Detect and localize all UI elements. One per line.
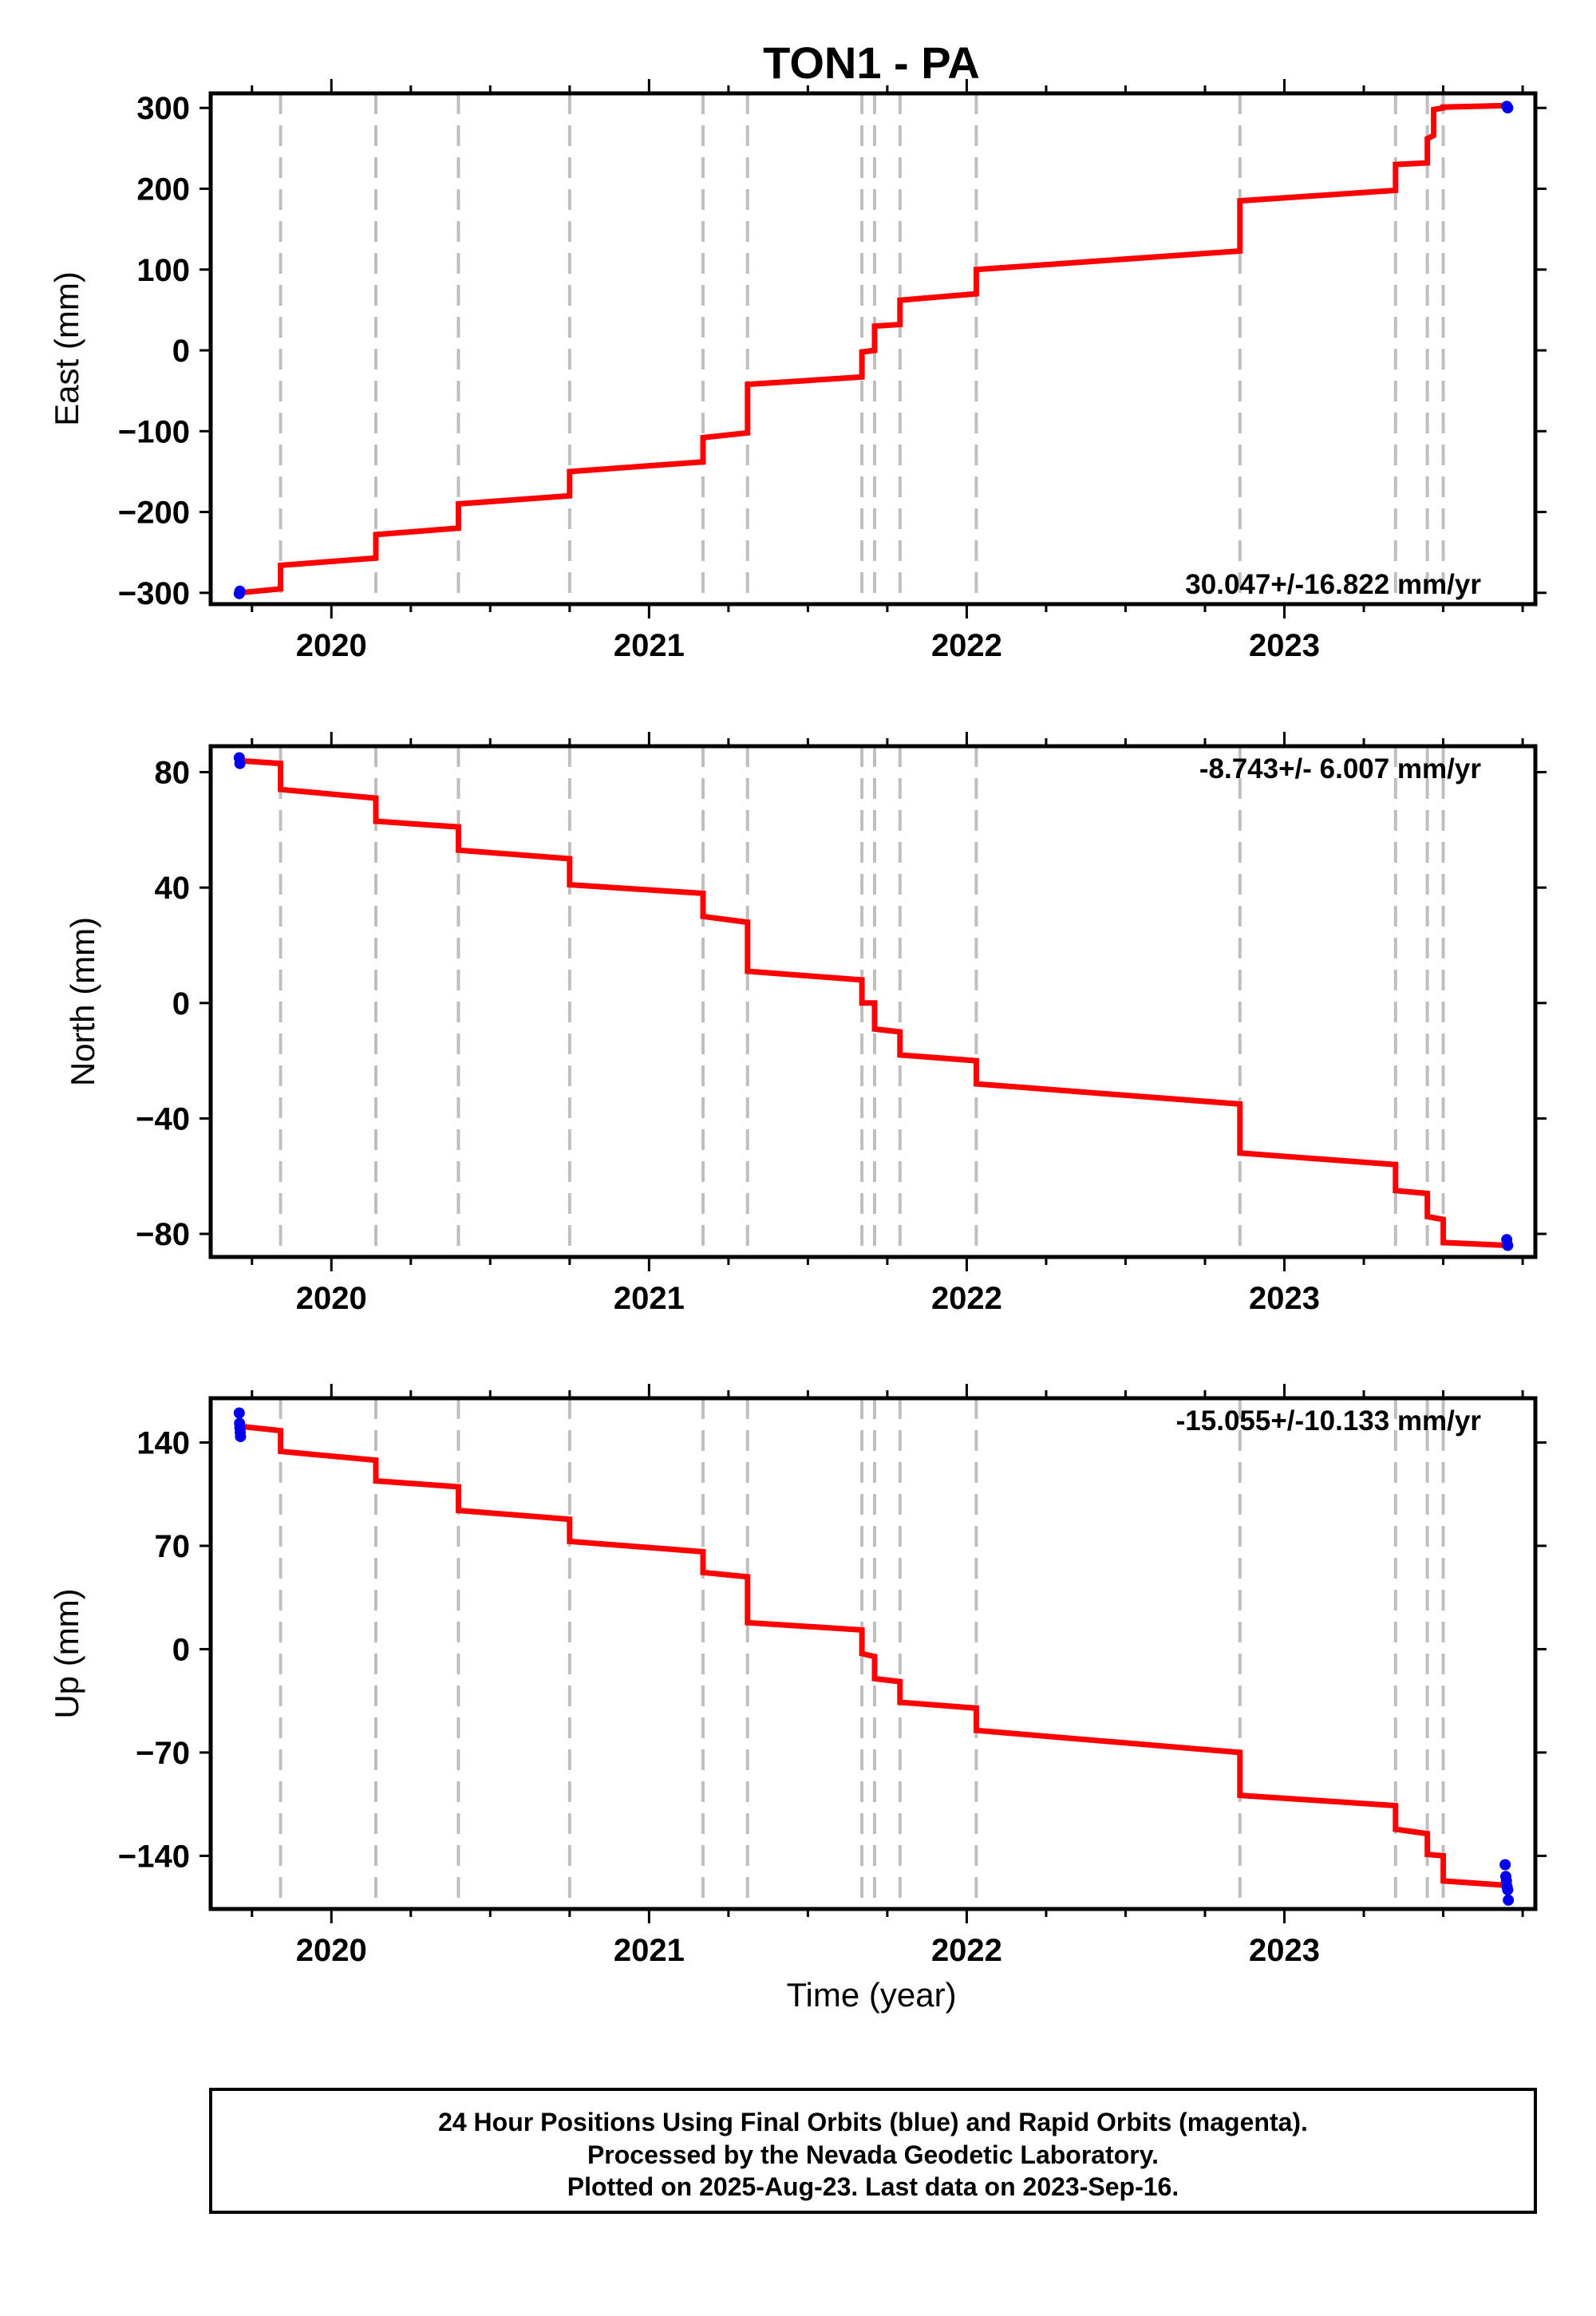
x-tick-label: 2020 [296, 1281, 367, 1316]
y-axis-label: Up (mm) [48, 1588, 85, 1718]
y-tick-label: −70 [136, 1736, 190, 1771]
x-tick-label: 2023 [1249, 1933, 1320, 1968]
data-point [1502, 102, 1514, 114]
y-tick-label: −300 [118, 576, 190, 611]
x-tick-label: 2020 [296, 1933, 367, 1968]
plot-frame [208, 91, 1538, 607]
x-tick-label: 2021 [614, 1933, 685, 1968]
y-axis-label: East (mm) [48, 271, 85, 426]
y-tick-label: 70 [155, 1529, 191, 1564]
x-tick-label: 2023 [1249, 1281, 1320, 1316]
x-tick-label: 2022 [931, 1933, 1002, 1968]
x-tick-label: 2022 [931, 1281, 1002, 1316]
data-point [1502, 1883, 1514, 1895]
rate-annotation: 30.047+/-16.822 mm/yr [1185, 569, 1481, 600]
model-line [239, 102, 1507, 596]
north-panel: 80 40 0 −40 −80 2020 2021 2022 2023 North (mm) -8.… [64, 732, 1547, 1316]
data-point [235, 1431, 247, 1443]
y-tick-label: −40 [136, 1101, 190, 1136]
rate-annotation: -8.743+/- 6.007 mm/yr [1199, 753, 1482, 785]
data-point [1499, 1859, 1511, 1871]
footer-line-1: 24 Hour Positions Using Final Orbits (bl… [438, 2108, 1308, 2136]
y-tick-label: −100 [118, 414, 190, 449]
y-tick-label: 200 [136, 172, 190, 207]
y-tick-label: −140 [118, 1839, 190, 1874]
data-point [1503, 1894, 1515, 1906]
plot-frame [208, 1396, 1538, 1911]
x-tick-label: 2021 [614, 628, 685, 663]
y-tick-label: −200 [118, 496, 190, 531]
rate-annotation: -15.055+/-10.133 mm/yr [1176, 1405, 1482, 1437]
footer-line-2: Processed by the Nevada Geodetic Laborat… [587, 2140, 1159, 2169]
x-tick-label: 2020 [296, 628, 367, 663]
x-tick-label: 2022 [931, 628, 1002, 663]
x-axis-title: Time (year) [786, 1976, 956, 2014]
y-tick-label: 0 [172, 1632, 190, 1667]
footer-line-3: Plotted on 2025-Aug-23. Last data on 202… [567, 2172, 1179, 2201]
model-line [239, 757, 1507, 1248]
y-tick-label: 300 [136, 91, 190, 126]
x-tick-label: 2021 [614, 1281, 685, 1316]
y-tick-label: 100 [136, 253, 190, 288]
y-tick-label: 40 [155, 871, 191, 906]
model-line [239, 1423, 1507, 1888]
footer-frame [209, 2088, 1537, 2214]
x-tick-label: 2023 [1249, 628, 1320, 663]
y-tick-label: 0 [172, 986, 190, 1022]
data-point [233, 1407, 245, 1419]
y-tick-label: −80 [136, 1217, 190, 1252]
data-point [234, 585, 246, 597]
y-axis-label: North (mm) [64, 917, 101, 1086]
east-panel: 300 200 100 0 −100 −200 −300 2020 2021 2022 2023 Ea… [48, 79, 1547, 663]
plot-frame [208, 744, 1538, 1259]
chart-title: TON1 - PA [763, 38, 980, 88]
data-point [234, 757, 246, 769]
up-panel: 140 70 0 −70 −140 2020 2021 2022 2023 Up (mm) -15.… [48, 1384, 1547, 1968]
y-tick-label: 80 [155, 756, 191, 791]
y-tick-label: 140 [136, 1425, 190, 1460]
data-point [1502, 1239, 1514, 1251]
footer-box: 24 Hour Positions Using Final Orbits (bl… [209, 2088, 1537, 2214]
y-tick-label: 0 [172, 334, 190, 369]
